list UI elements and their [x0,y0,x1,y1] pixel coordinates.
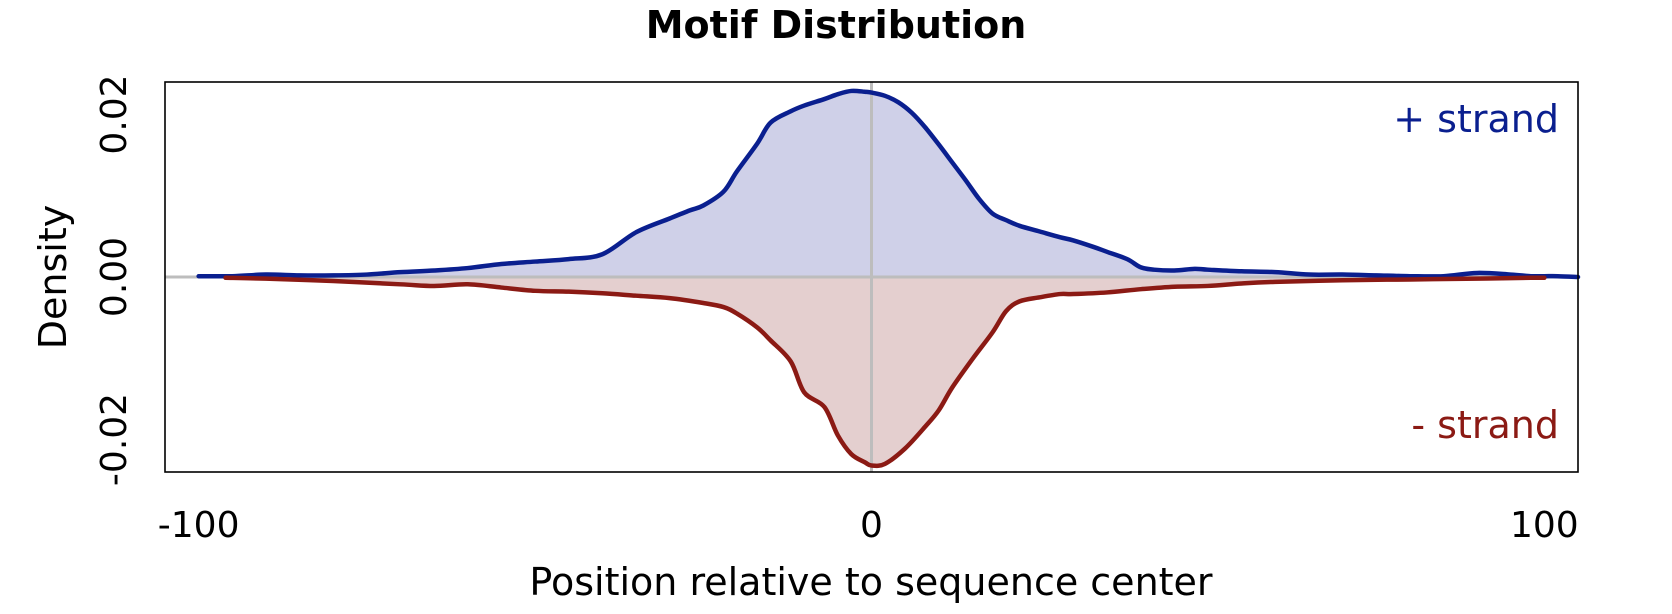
y-tick-label: -0.02 [94,393,135,486]
minus-strand-label: - strand [1411,403,1559,447]
x-axis-label: Position relative to sequence center [529,560,1213,604]
plot-area: + strand - strand [164,81,1581,473]
plus-strand-label: + strand [1393,97,1559,141]
y-axis-ticks: -0.02 0.00 0.02 [94,74,135,486]
plus-strand-line [196,88,1581,280]
plus-strand-area [198,90,1579,277]
x-axis-ticks: -100 0 100 [158,505,1579,546]
y-tick-label: 0.00 [94,237,135,317]
y-axis-label: Density [31,205,75,349]
plot-frame [164,81,1579,473]
minus-strand-line [223,275,1547,469]
y-tick-label: 0.02 [94,74,135,154]
minus-strand-area [225,277,1545,466]
x-tick-label: 0 [860,505,883,546]
chart-title: Motif Distribution [646,3,1027,47]
x-tick-label: -100 [158,505,240,546]
x-tick-label: 100 [1510,505,1579,546]
